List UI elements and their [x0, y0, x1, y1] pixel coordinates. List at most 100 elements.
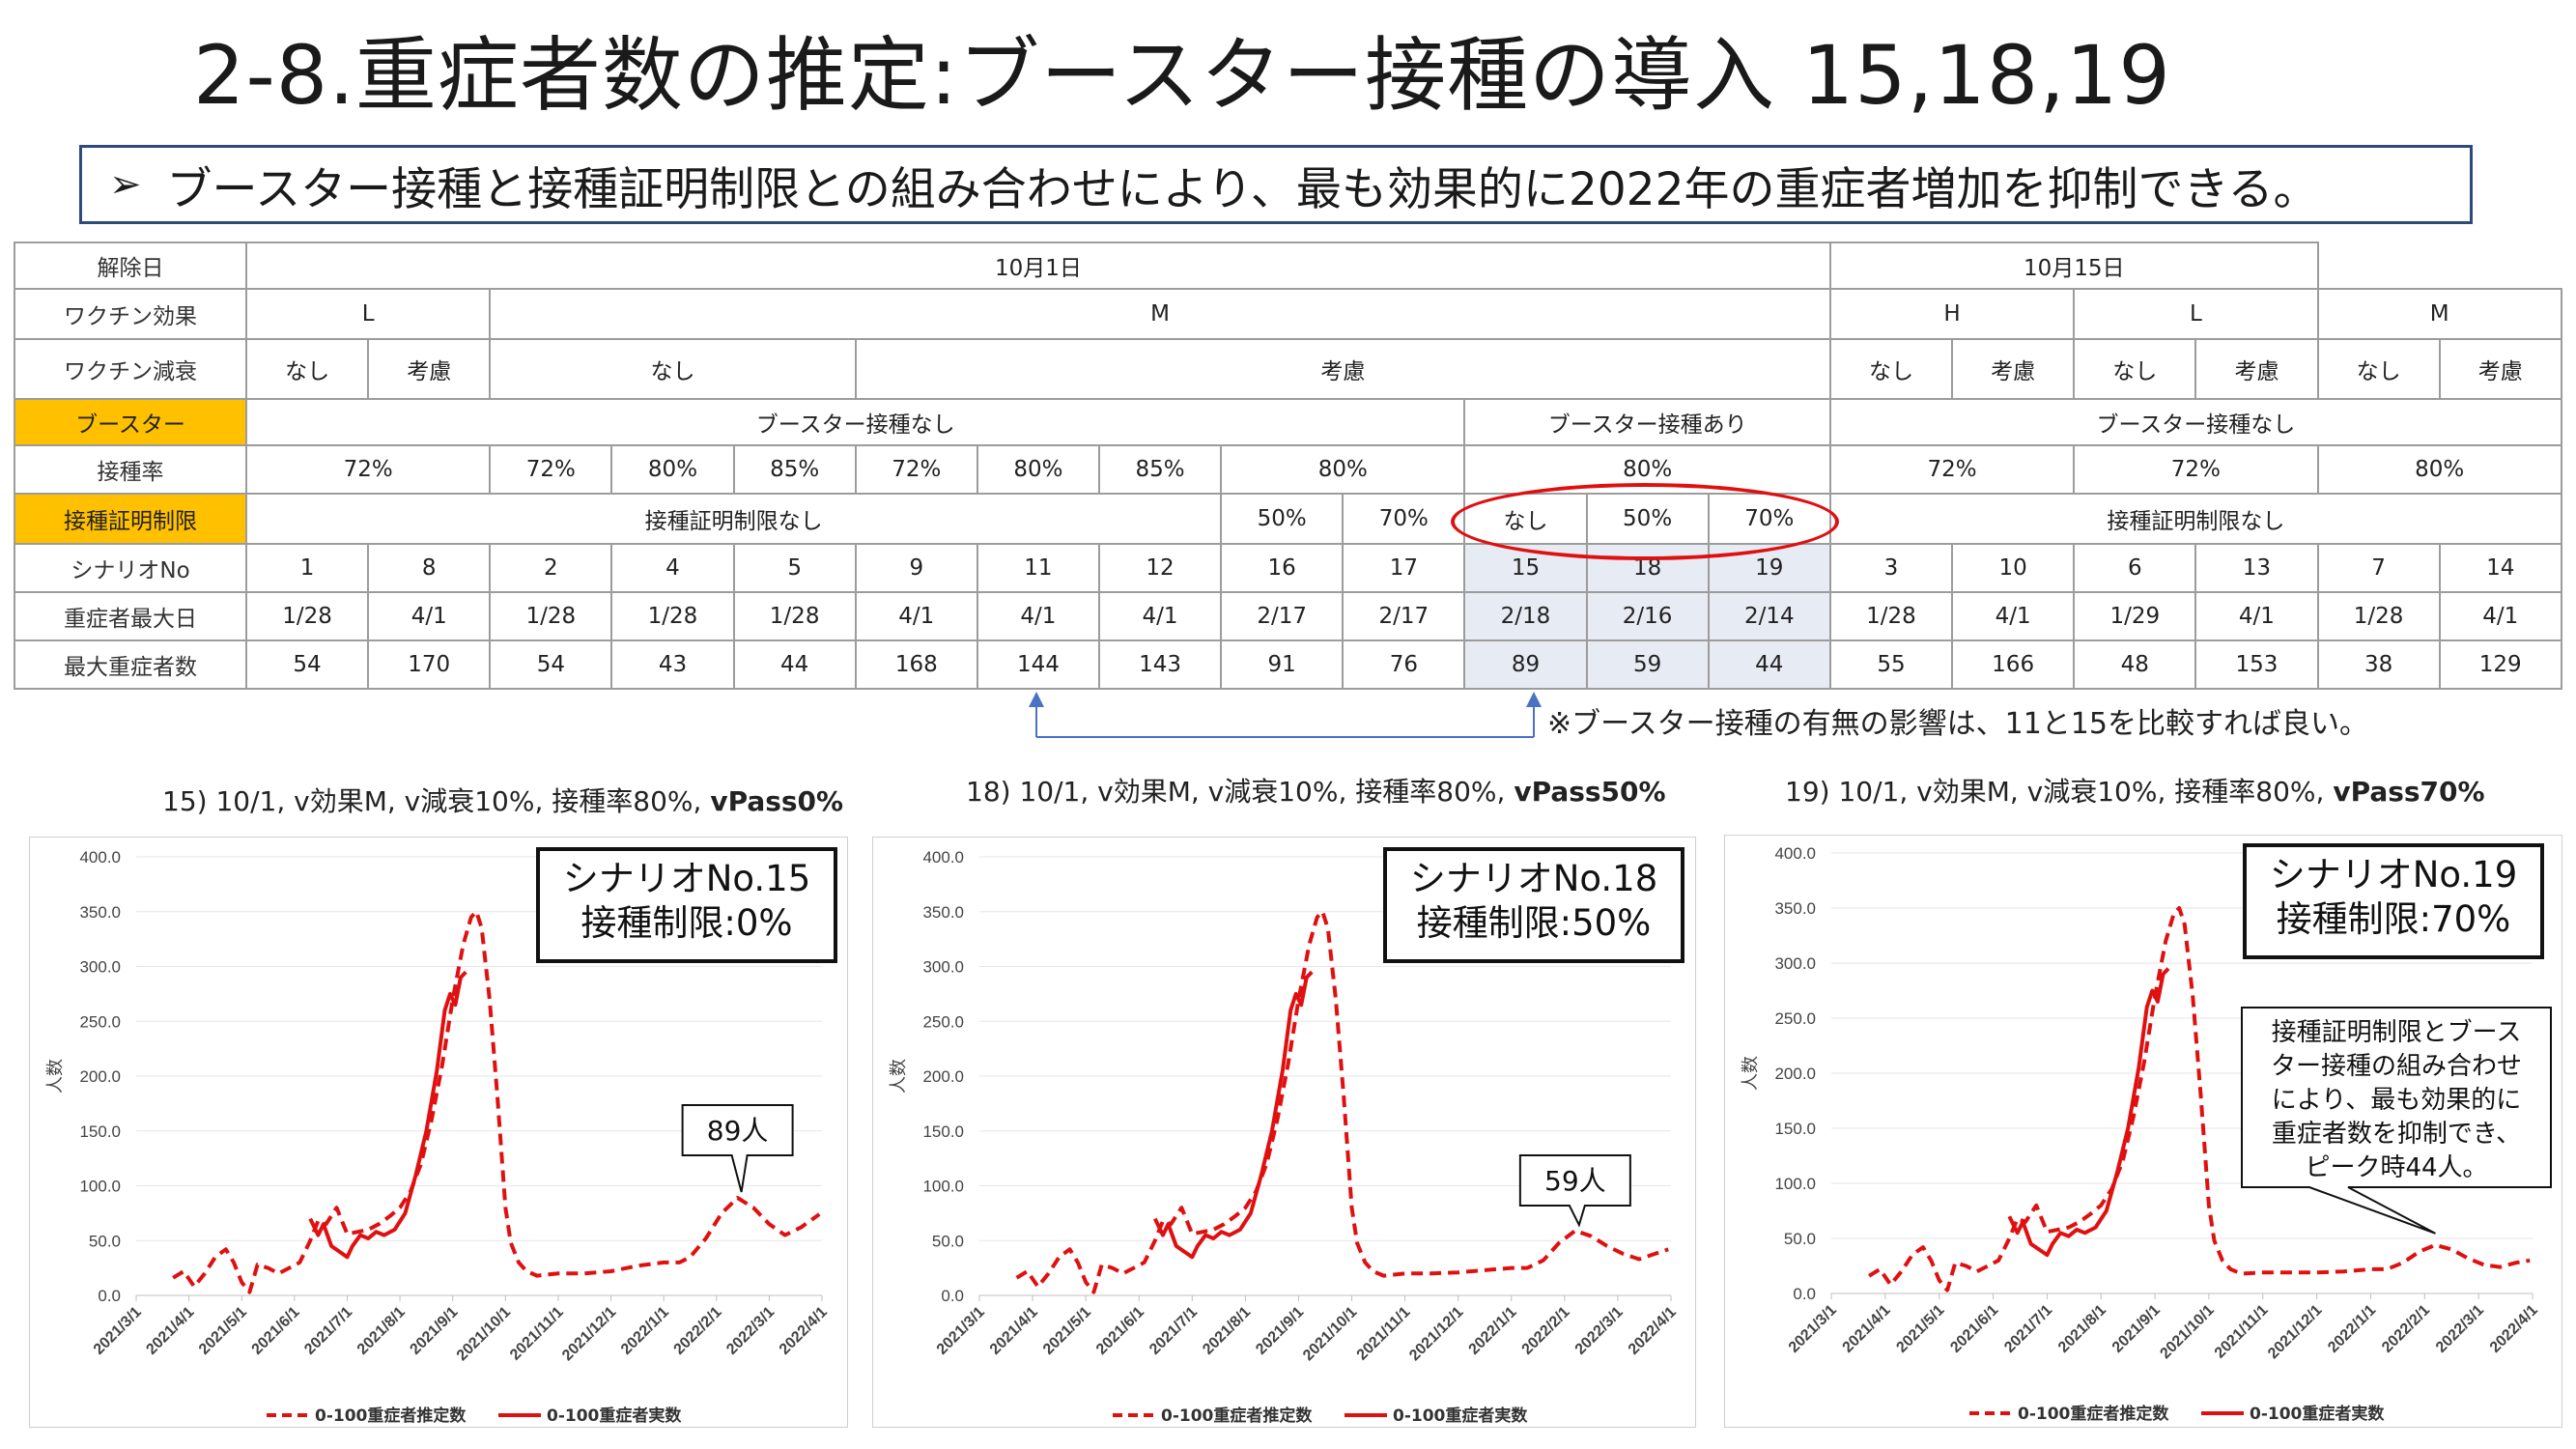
table-cell: 10 — [1951, 543, 2076, 593]
x-tick-label: 2021/5/1 — [196, 1304, 250, 1358]
table-cell: 考慮 — [2438, 338, 2562, 400]
table-cell: 4 — [610, 543, 735, 593]
table-cell: なし — [2316, 338, 2441, 400]
table-cell: H — [1828, 288, 2076, 340]
table-cell: 2/14 — [1707, 591, 1831, 641]
legend-label-actual: 0-100重症者実数 — [2250, 1404, 2385, 1424]
row-label-vaccination-rate: 接種率 — [14, 444, 247, 495]
y-tick-label: 300.0 — [1774, 954, 1816, 973]
series-estimated-line — [1015, 909, 1669, 1294]
table-cell: 18 — [1585, 543, 1710, 593]
x-tick-label: 2021/10/1 — [2157, 1302, 2217, 1362]
x-tick-label: 2021/10/1 — [454, 1304, 514, 1364]
chart-title-15: 15) 10/1, v効果M, v減衰10%, 接種率80%, vPass0% — [162, 785, 844, 817]
y-tick-label: 200.0 — [1774, 1065, 1816, 1083]
x-tick-label: 2021/5/1 — [1040, 1304, 1094, 1358]
x-tick-label: 2022/3/1 — [1572, 1304, 1627, 1358]
table-cell: 129 — [2438, 639, 2562, 690]
y-tick-label: 200.0 — [79, 1067, 121, 1086]
x-tick-label: 2021/7/1 — [1146, 1304, 1201, 1358]
table-cell: 1/28 — [1828, 591, 1954, 641]
x-tick-label: 2022/4/1 — [777, 1304, 831, 1358]
table-row: 最大重症者数 54 170 54 43 44 168 144 143 91 76 89 59 44 55 16… — [14, 639, 2562, 690]
y-tick-label: 150.0 — [922, 1122, 964, 1141]
row-label-vpass-limit: 接種証明制限 — [14, 493, 247, 545]
table-cell: 54 — [244, 639, 370, 690]
table-cell: 44 — [732, 639, 857, 690]
table-cell: 15 — [1463, 543, 1588, 593]
table-cell: 1/28 — [244, 591, 370, 641]
table-cell: 85% — [1097, 444, 1223, 495]
x-tick-label: 2022/1/1 — [2325, 1302, 2379, 1356]
table-cell: 72% — [489, 444, 613, 495]
table-cell: 70% — [1342, 493, 1466, 545]
row-label-booster: ブースター — [14, 398, 247, 446]
x-tick-label: 2021/3/1 — [934, 1304, 988, 1358]
x-tick-label: 2021/6/1 — [1947, 1302, 2001, 1356]
summary-banner: ➢ ブースター接種と接種証明制限との組み合わせにより、最も効果的に2022年の重… — [79, 145, 2473, 224]
row-label-release-date: 解除日 — [14, 242, 247, 290]
x-tick-label: 2021/4/1 — [1840, 1302, 1894, 1356]
table-cell: 2 — [489, 543, 613, 593]
x-tick-label: 2021/4/1 — [987, 1304, 1041, 1358]
table-cell: 1/28 — [610, 591, 735, 641]
table-cell: 14 — [2438, 543, 2562, 593]
table-cell: 50% — [1220, 493, 1345, 545]
table-cell: なし — [1828, 338, 1954, 400]
table-cell: 1/28 — [489, 591, 613, 641]
x-tick-label: 2022/2/1 — [1519, 1304, 1573, 1358]
row-label-vaccine-effect: ワクチン効果 — [14, 288, 247, 340]
table-cell: 168 — [854, 639, 978, 690]
table-row: ワクチン効果 L M H L M — [14, 288, 2562, 340]
x-tick-label: 2021/3/1 — [91, 1304, 145, 1358]
callout-text: 89人 — [707, 1115, 769, 1147]
table-cell: 1/28 — [2316, 591, 2441, 641]
series-actual-line — [1152, 970, 1314, 1260]
arrow-head-icon — [1029, 692, 1044, 707]
table-cell: 170 — [367, 639, 492, 690]
table-cell: 接種証明制限なし — [244, 493, 1223, 545]
table-cell: 10月1日 — [245, 242, 1831, 290]
table-cell: 44 — [1707, 639, 1831, 690]
table-cell: 9 — [854, 543, 978, 593]
table-cell: ブースター接種あり — [1463, 398, 1831, 446]
table-cell: 89 — [1463, 639, 1588, 690]
table-cell: 153 — [2194, 639, 2319, 690]
x-tick-label: 2021/6/1 — [1093, 1304, 1147, 1358]
scenario-label-box: シナリオNo.18 接種制限:50% — [1383, 847, 1684, 963]
x-tick-label: 2021/12/1 — [2265, 1302, 2325, 1362]
series-actual-line — [2007, 967, 2170, 1258]
x-tick-label: 2021/8/1 — [354, 1304, 409, 1358]
x-tick-label: 2022/3/1 — [723, 1304, 778, 1358]
chart-panel-18: 0.0 50.0 100.0 150.0 200.0 250.0 300.0 350.0 400… — [872, 837, 1696, 1428]
callout-shape — [1518, 1154, 1631, 1228]
table-cell: 54 — [489, 639, 613, 690]
table-cell: 4/1 — [1951, 591, 2076, 641]
y-axis-label: 人数 — [1741, 1056, 1761, 1091]
x-tick-label: 2022/4/1 — [1626, 1304, 1680, 1358]
callout-text-line: 接種証明制限とブース — [2272, 1018, 2522, 1047]
insight-callout: 接種証明制限とブースター接種の組み合わせにより、最も効果的に重症者数を抑制でき、… — [2241, 1007, 2552, 1235]
callout-shape — [681, 1103, 794, 1193]
peak-callout: 59人 — [1518, 1154, 1631, 1228]
table-cell: 考慮 — [854, 338, 1831, 400]
table-cell: 72% — [854, 444, 978, 495]
table-cell: 80% — [1463, 444, 1831, 495]
table-cell: 12 — [1097, 543, 1223, 593]
x-tick-label: 2021/11/1 — [507, 1304, 567, 1364]
y-tick-label: 400.0 — [1774, 844, 1816, 863]
x-tick-label: 2021/11/1 — [1354, 1304, 1414, 1364]
table-cell: 143 — [1097, 639, 1223, 690]
callout-text-line: ター接種の組み合わせ — [2271, 1052, 2522, 1081]
table-row: ワクチン減衰 なし 考慮 なし 考慮 なし 考慮 なし 考慮 なし 考慮 — [14, 338, 2562, 400]
table-cell: 80% — [610, 444, 735, 495]
table-cell: 166 — [1951, 639, 2076, 690]
table-cell: 8 — [367, 543, 492, 593]
row-label-peak-day: 重症者最大日 — [14, 591, 247, 641]
callout-text-line: ピーク時44人。 — [2305, 1153, 2487, 1182]
y-tick-label: 400.0 — [922, 848, 964, 867]
chart-title-19: 19) 10/1, v効果M, v減衰10%, 接種率80%, vPass70% — [1785, 776, 2485, 808]
table-cell: なし — [2073, 338, 2197, 400]
table-cell: なし — [244, 338, 370, 400]
chart-panel-15: 0.0 50.0 100.0 150.0 200.0 250.0 300.0 350.0 400… — [29, 837, 848, 1428]
